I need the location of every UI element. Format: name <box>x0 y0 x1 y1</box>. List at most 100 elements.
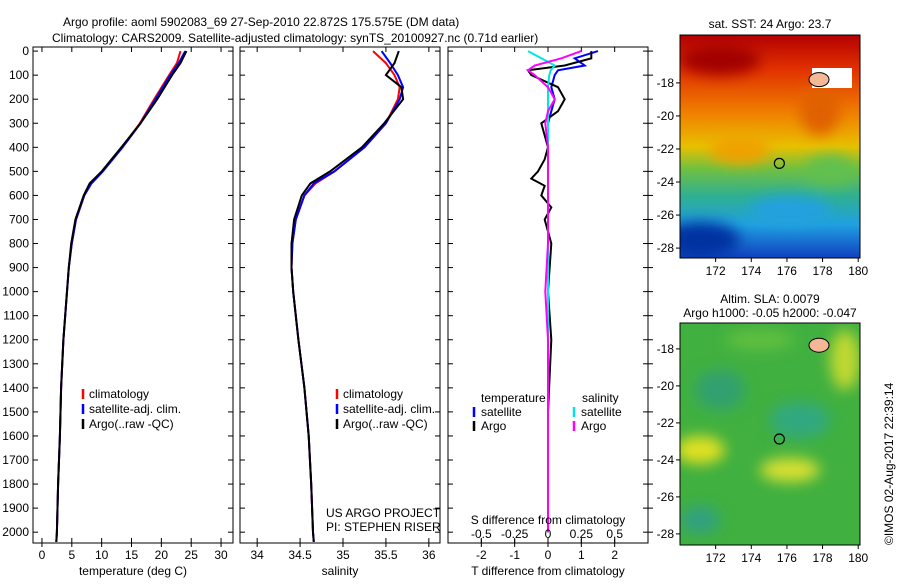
lat-tick-label: -26 <box>657 208 675 222</box>
series-line-argo <box>526 51 593 533</box>
sla-patch <box>725 330 795 350</box>
series-line-satellite <box>547 50 599 533</box>
legend-label: Argo(..raw -QC) <box>89 417 174 431</box>
y-tick-label: 500 <box>9 164 29 178</box>
panel-frame <box>239 46 441 544</box>
lon-tick-label: 180 <box>848 551 868 565</box>
x-tick-label: 35.5 <box>374 548 398 562</box>
sla-patch <box>830 330 860 390</box>
legend-label: Argo <box>581 419 607 433</box>
annotation-pi: PI: STEPHEN RISER <box>326 520 441 534</box>
sst-patch <box>710 136 770 164</box>
x2-tick-label: 0.25 <box>570 527 594 541</box>
x-tick-label: 10 <box>95 548 109 562</box>
x-tick-label: 34.5 <box>288 548 312 562</box>
argo-float-marker <box>773 433 785 445</box>
sla-patch <box>760 458 820 482</box>
panel-differences: -2 -1 0 1 2 T difference from climatology -0.5… <box>447 46 653 578</box>
y-tick-label: 900 <box>9 261 29 275</box>
map-field <box>680 35 860 258</box>
x2-tick-label: 0.5 <box>606 527 623 541</box>
series-line-satellite <box>290 50 405 542</box>
x-tick-label: 35 <box>336 548 350 562</box>
y-tick-label: 800 <box>9 237 29 251</box>
y-tick-label: 600 <box>9 188 29 202</box>
x-axis-label: temperature (deg C) <box>79 564 187 578</box>
y-tick-label: 1900 <box>2 501 29 515</box>
panel-frame <box>32 46 234 544</box>
lat-tick-label: -22 <box>657 416 675 430</box>
lat-tick-label: -28 <box>657 527 675 541</box>
y-tick-label: 2000 <box>2 525 29 539</box>
sst-patch <box>805 155 855 185</box>
y-tick-label: 700 <box>9 212 29 226</box>
y-tick-label: 1800 <box>2 477 29 491</box>
x2-axis-label: S difference from climatology <box>471 513 626 527</box>
y-tick-label: 1200 <box>2 333 29 347</box>
sla-patch <box>680 436 725 464</box>
x-tick-label: -1 <box>509 548 520 562</box>
lon-tick-label: 174 <box>741 551 761 565</box>
x-tick-label: 25 <box>185 548 199 562</box>
sst-features <box>680 45 855 258</box>
y-tick-label: 1700 <box>2 453 29 467</box>
lon-tick-label: 172 <box>706 264 726 278</box>
x-tick-label: 20 <box>155 548 169 562</box>
lat-tick-label: -28 <box>657 241 675 255</box>
island-fiji <box>808 337 830 353</box>
title-line-2: Climatology: CARS2009. Satellite-adjuste… <box>52 31 538 45</box>
annotation-project: US ARGO PROJECT <box>326 506 441 520</box>
x-tick-label: 36 <box>422 548 436 562</box>
lon-tick-label: 172 <box>706 551 726 565</box>
argo-float-marker <box>773 157 785 169</box>
y-tick-label: 1100 <box>3 309 29 323</box>
y-tick-label: 1000 <box>2 285 29 299</box>
x-axis-label: T difference from climatology <box>471 564 625 578</box>
lat-tick-label: -26 <box>657 490 675 504</box>
y-tick-label: 100 <box>9 68 29 82</box>
x-tick-label: 1 <box>578 548 585 562</box>
x-tick-label: 30 <box>214 548 228 562</box>
lon-tick-label: 178 <box>813 264 833 278</box>
legend-title-temperature: temperature <box>481 391 546 405</box>
legend-label: Argo <box>481 419 507 433</box>
series-line-s_argo <box>526 50 582 533</box>
lat-tick-label: -22 <box>657 142 675 156</box>
sst-patch <box>680 222 740 258</box>
map-frame <box>679 322 861 546</box>
island-fiji <box>808 72 830 88</box>
legend-label: satellite-adj. clim. <box>89 402 181 416</box>
lon-tick-label: 174 <box>741 264 761 278</box>
legend-label: climatology <box>89 387 149 401</box>
sla-map-title-1: Altim. SLA: 0.0079 <box>720 292 820 306</box>
y-tick-label: 1400 <box>2 381 29 395</box>
x2-tick-label: -0.5 <box>471 527 492 541</box>
series-line-argo <box>55 50 188 542</box>
sla-patch <box>695 370 745 410</box>
x-tick-label: 5 <box>68 548 75 562</box>
lon-tick-label: 180 <box>848 264 868 278</box>
x-tick-label: 2 <box>611 548 618 562</box>
map-sla_map: 172 174 176 178 180 -18 -20 -22 -24 -26 -28 <box>657 322 869 565</box>
legend-title-salinity: salinity <box>582 391 619 405</box>
x2-tick-label: 0 <box>545 527 552 541</box>
x-axis-label: salinity <box>322 564 359 578</box>
lat-tick-label: -20 <box>657 379 675 393</box>
sla-features <box>680 330 860 534</box>
legend-label: satellite <box>581 405 622 419</box>
x-tick-label: 34 <box>250 548 264 562</box>
panel-salinity: 34 34.5 35 35.5 36 salinity climatologysatelli… <box>239 46 441 578</box>
map-sst_map: 172 174 176 178 180 -18 -20 -22 -24 -26 -28 <box>657 34 869 278</box>
lat-tick-label: -24 <box>657 175 675 189</box>
map-frame <box>679 34 861 259</box>
lon-tick-label: 176 <box>777 551 797 565</box>
x-tick-label: -2 <box>476 548 487 562</box>
lat-tick-label: -18 <box>657 76 675 90</box>
y-tick-label: 200 <box>9 92 29 106</box>
panel-temperature: 0 5 10 15 20 25 30 temperature (deg C) 0 100 200 30… <box>2 44 234 578</box>
title-line-1: Argo profile: aoml 5902083_69 27-Sep-201… <box>63 15 459 29</box>
legend-label: climatology <box>343 387 403 401</box>
legend-label: Argo(..raw -QC) <box>343 417 428 431</box>
